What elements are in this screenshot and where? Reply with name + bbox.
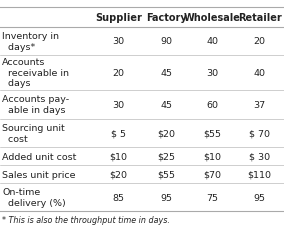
Text: 95: 95 [160,193,172,202]
Text: Accounts pay-
  able in days: Accounts pay- able in days [2,95,69,115]
Text: 20: 20 [112,68,125,77]
Text: Wholesale: Wholesale [183,13,241,23]
Text: Supplier: Supplier [95,13,142,23]
Text: $20: $20 [110,170,128,179]
Text: 75: 75 [206,193,218,202]
Text: $110: $110 [248,170,272,179]
Text: Factory: Factory [146,13,187,23]
Text: $20: $20 [157,129,175,138]
Text: 95: 95 [254,193,266,202]
Text: 45: 45 [160,100,172,109]
Text: 37: 37 [254,100,266,109]
Text: On-time
  delivery (%): On-time delivery (%) [2,187,66,207]
Text: 90: 90 [160,37,172,46]
Text: Accounts
  receivable in
  days: Accounts receivable in days [2,58,69,88]
Text: 40: 40 [206,37,218,46]
Text: 45: 45 [160,68,172,77]
Text: Sales unit price: Sales unit price [2,170,76,179]
Text: $10: $10 [203,152,221,161]
Text: Added unit cost: Added unit cost [2,152,77,161]
Text: 20: 20 [254,37,266,46]
Text: 85: 85 [112,193,125,202]
Text: $ 70: $ 70 [249,129,270,138]
Text: Inventory in
  days*: Inventory in days* [2,32,59,52]
Text: Retailer: Retailer [238,13,281,23]
Text: 30: 30 [112,37,125,46]
Text: * This is also the throughput time in days.: * This is also the throughput time in da… [2,215,170,225]
Text: $ 5: $ 5 [111,129,126,138]
Text: $10: $10 [110,152,128,161]
Text: $55: $55 [203,129,221,138]
Text: 30: 30 [112,100,125,109]
Text: $55: $55 [157,170,175,179]
Text: $70: $70 [203,170,221,179]
Text: Sourcing unit
  cost: Sourcing unit cost [2,123,65,143]
Text: 30: 30 [206,68,218,77]
Text: $ 30: $ 30 [249,152,270,161]
Text: $25: $25 [157,152,175,161]
Text: 60: 60 [206,100,218,109]
Text: 40: 40 [254,68,266,77]
